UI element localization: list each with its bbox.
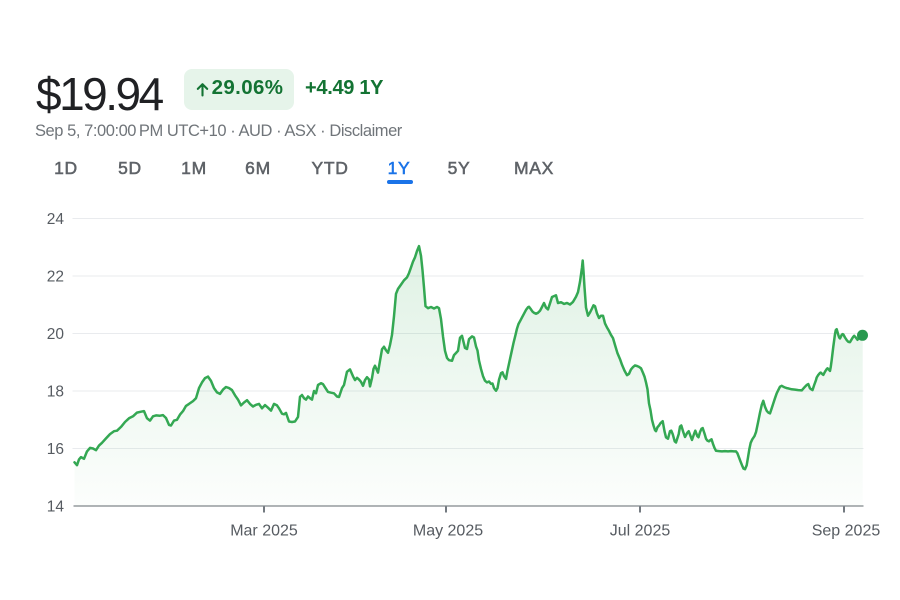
svg-text:18: 18 (47, 384, 64, 401)
svg-text:Sep 2025: Sep 2025 (812, 523, 881, 540)
svg-text:22: 22 (47, 269, 64, 286)
svg-text:16: 16 (47, 441, 64, 458)
svg-text:14: 14 (47, 499, 65, 516)
svg-text:24: 24 (47, 211, 65, 228)
svg-text:20: 20 (47, 326, 65, 343)
svg-text:May 2025: May 2025 (413, 523, 483, 540)
svg-text:Jul 2025: Jul 2025 (610, 523, 671, 540)
svg-text:Mar 2025: Mar 2025 (230, 523, 298, 540)
